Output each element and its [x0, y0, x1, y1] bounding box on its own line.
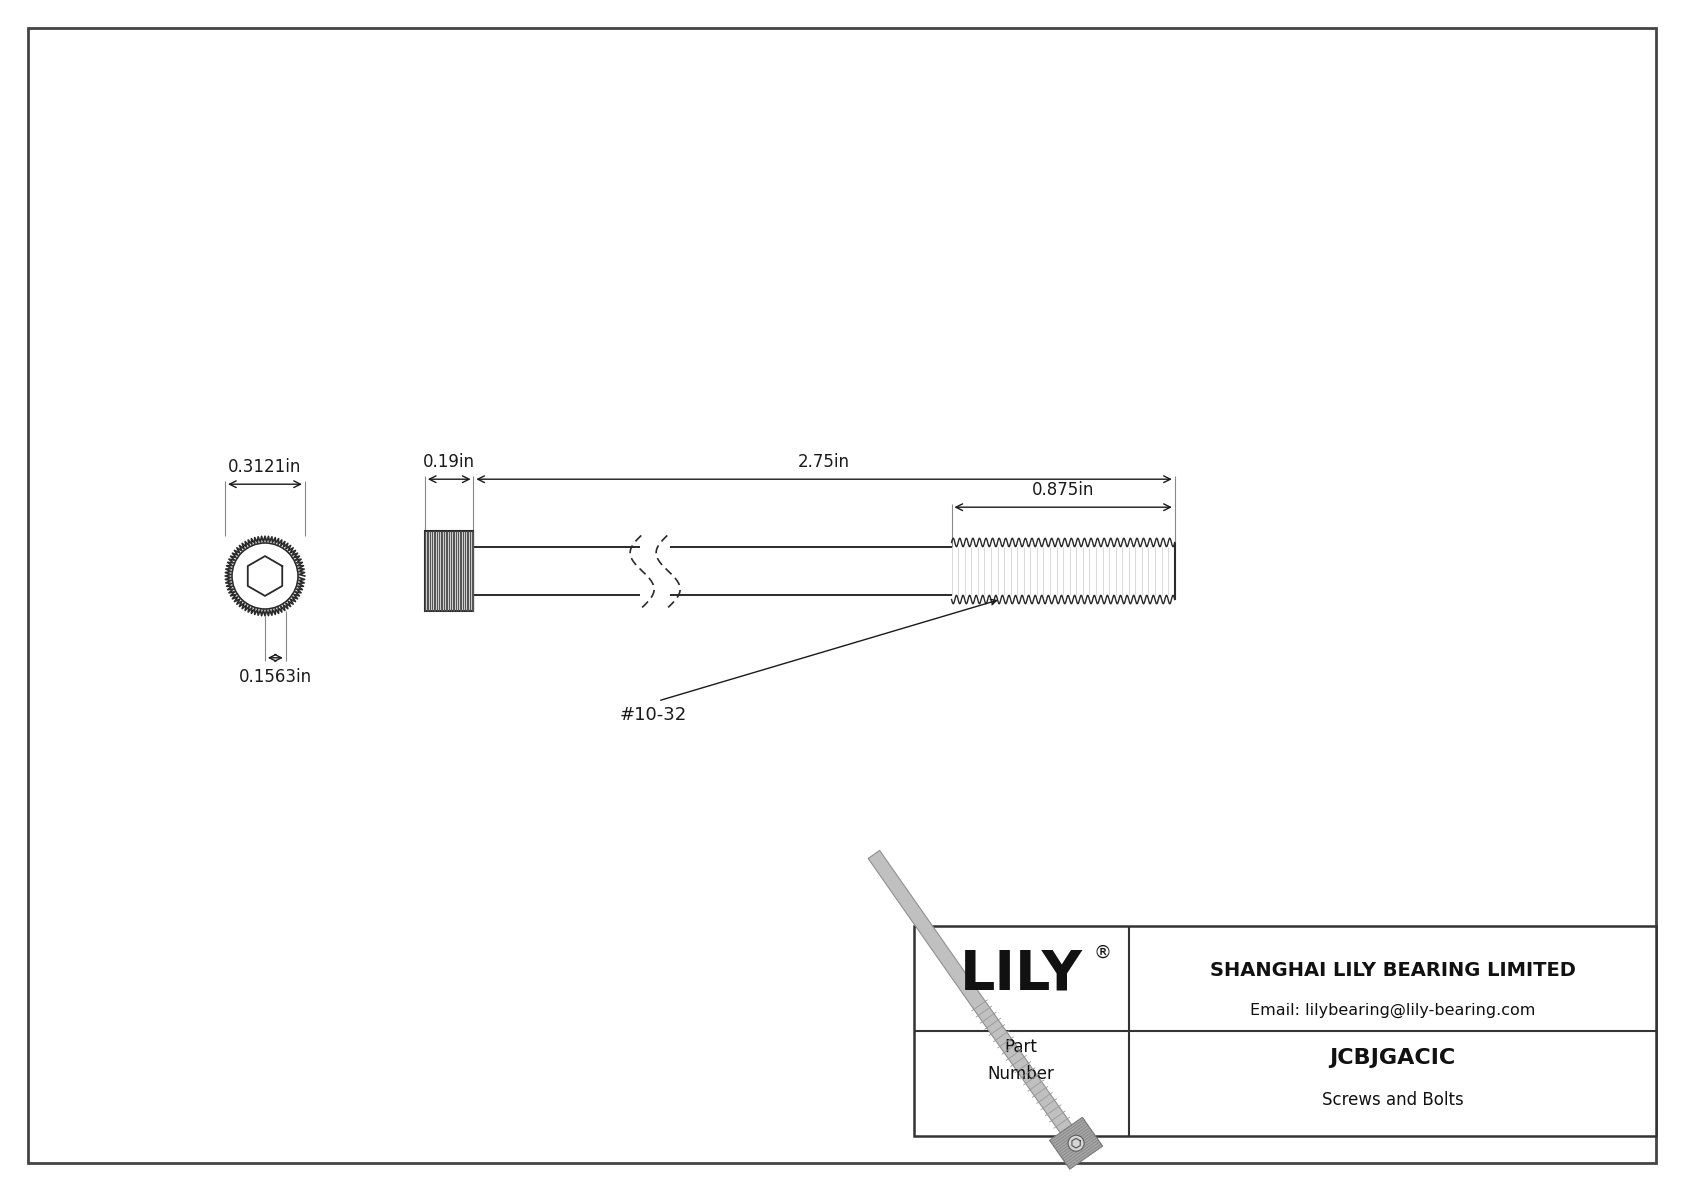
Text: 0.1563in: 0.1563in: [239, 668, 312, 686]
Text: SHANGHAI LILY BEARING LIMITED: SHANGHAI LILY BEARING LIMITED: [1209, 961, 1576, 980]
Text: 0.875in: 0.875in: [1032, 481, 1095, 499]
Bar: [914, 925, 1655, 1136]
Polygon shape: [1049, 1117, 1103, 1170]
Bar: [914, 925, 1655, 1136]
Text: Part
Number: Part Number: [987, 1039, 1054, 1083]
Text: 0.19in: 0.19in: [423, 454, 475, 472]
Text: Screws and Bolts: Screws and Bolts: [1322, 1091, 1463, 1109]
Polygon shape: [869, 850, 1071, 1133]
Circle shape: [1068, 1135, 1084, 1152]
Text: JCBJGACIC: JCBJGACIC: [1329, 1048, 1455, 1068]
Text: 0.3121in: 0.3121in: [229, 459, 301, 476]
Text: #10-32: #10-32: [620, 706, 687, 724]
Bar: [424, 531, 473, 611]
Text: ®: ®: [1095, 943, 1111, 961]
Text: Email: lilybearing@lily-bearing.com: Email: lilybearing@lily-bearing.com: [1250, 1003, 1536, 1017]
Text: LILY: LILY: [960, 947, 1083, 1002]
Text: 2.75in: 2.75in: [798, 454, 850, 472]
